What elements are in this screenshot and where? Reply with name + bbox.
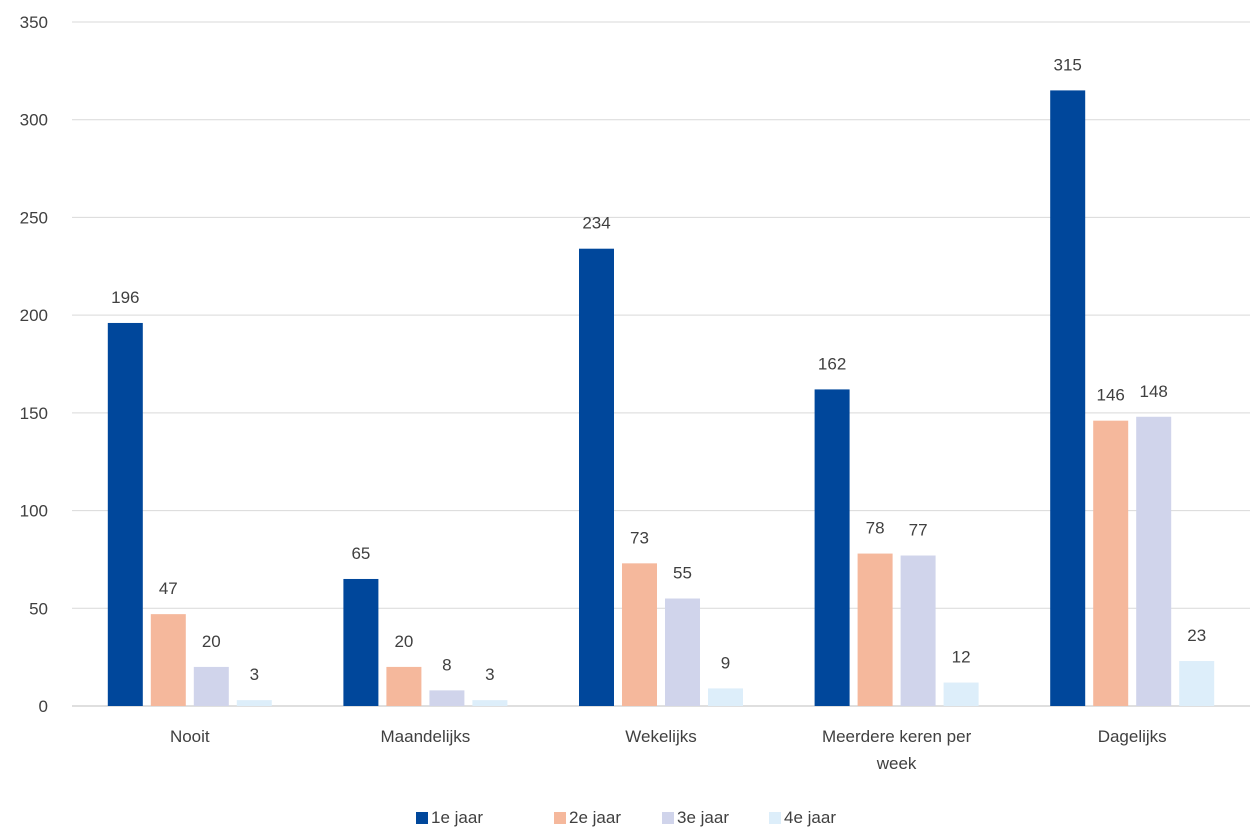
bar (579, 248, 614, 706)
data-label: 9 (721, 653, 730, 672)
bar (900, 555, 936, 706)
x-axis-categories: Nooit Maandelijks Wekelijks Meerdere keren … (170, 727, 1167, 773)
legend-swatch (554, 812, 566, 824)
bar (472, 700, 508, 706)
bar (1050, 90, 1086, 706)
legend-label: 3e jaar (677, 808, 729, 827)
data-label: 78 (866, 519, 885, 538)
gridlines (72, 21, 1250, 707)
bar (150, 614, 186, 706)
bar (429, 690, 465, 706)
y-tick-label: 150 (20, 404, 48, 423)
x-category-label: Dagelijks (1098, 727, 1167, 746)
y-tick-label: 0 (39, 697, 48, 716)
data-label: 3 (250, 665, 259, 684)
legend-swatch (416, 812, 428, 824)
data-label: 77 (909, 521, 928, 540)
bar (343, 578, 379, 706)
bars (107, 90, 1215, 706)
y-tick-label: 200 (20, 306, 48, 325)
bar (1093, 420, 1129, 706)
bar (1179, 661, 1215, 706)
data-label: 23 (1187, 626, 1206, 645)
y-tick-label: 50 (29, 599, 48, 618)
bar (107, 322, 143, 706)
data-label: 148 (1140, 382, 1168, 401)
bar (857, 553, 893, 706)
legend-swatch (662, 812, 674, 824)
bar (708, 688, 743, 706)
bar (386, 666, 422, 706)
data-label: 65 (351, 544, 370, 563)
data-label: 162 (818, 354, 846, 373)
x-category-label: Maandelijks (381, 727, 471, 746)
bar (236, 700, 272, 706)
y-tick-label: 350 (20, 13, 48, 32)
legend: 1e jaar 2e jaar 3e jaar 4e jaar (416, 808, 836, 827)
data-label: 315 (1054, 55, 1082, 74)
data-label: 8 (442, 655, 451, 674)
data-label: 20 (202, 632, 221, 651)
bar (943, 682, 979, 706)
bar (665, 598, 700, 706)
bar (1136, 416, 1172, 706)
legend-label: 1e jaar (431, 808, 483, 827)
x-category-label: week (876, 754, 917, 773)
data-label: 20 (394, 632, 413, 651)
data-label: 12 (952, 648, 971, 667)
legend-label: 2e jaar (569, 808, 621, 827)
data-label: 146 (1097, 386, 1125, 405)
data-label: 47 (159, 579, 178, 598)
data-label: 73 (630, 528, 649, 547)
legend-label: 4e jaar (784, 808, 836, 827)
y-axis-ticks: 0 50 100 150 200 250 300 350 (20, 13, 48, 716)
data-label: 3 (485, 665, 494, 684)
bar (622, 563, 657, 706)
x-category-label: Wekelijks (625, 727, 696, 746)
y-tick-label: 100 (20, 502, 48, 521)
bar (193, 666, 229, 706)
legend-swatch (769, 812, 781, 824)
y-tick-label: 300 (20, 111, 48, 130)
data-labels: 196 47 20 3 65 20 8 3 234 73 55 9 162 78 77 12 315 146 148… (111, 55, 1206, 684)
y-tick-label: 250 (20, 208, 48, 227)
x-category-label: Meerdere keren per (822, 727, 972, 746)
data-label: 55 (673, 564, 692, 583)
data-label: 234 (582, 214, 610, 233)
data-label: 196 (111, 288, 139, 307)
x-category-label: Nooit (170, 727, 210, 746)
bar (814, 389, 850, 706)
